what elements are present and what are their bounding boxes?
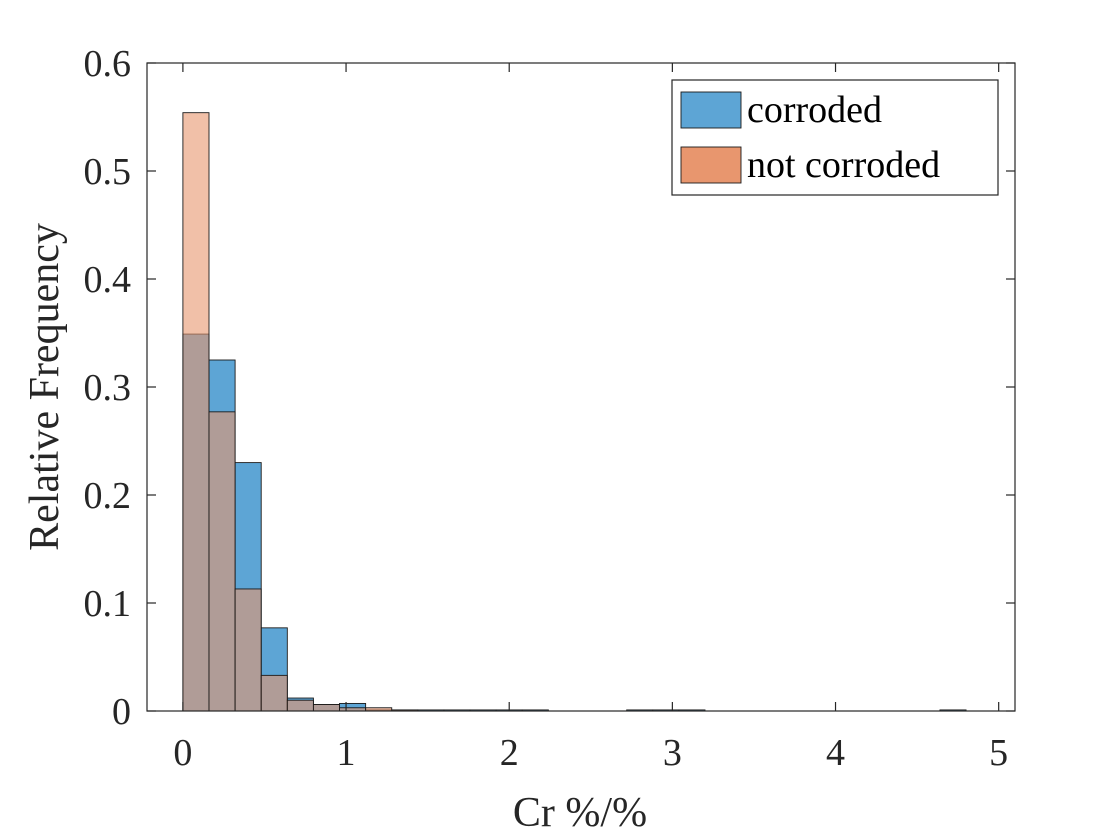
y-axis-label: Relative Frequency xyxy=(22,223,68,551)
axes-group xyxy=(146,62,1016,712)
y-tick-label: 0.6 xyxy=(84,43,132,85)
bars-group xyxy=(182,112,967,712)
x-tick-label: 4 xyxy=(826,732,845,774)
legend-label: not corroded xyxy=(747,144,940,186)
histogram-bar xyxy=(234,588,262,712)
histogram-bar xyxy=(208,411,236,712)
y-tick-label: 0 xyxy=(112,691,131,733)
y-tick-label: 0.3 xyxy=(84,367,132,409)
x-tick-label: 2 xyxy=(500,732,519,774)
tick-labels-group: 0 1 2 3 4 5 0 0.1 0.2 0.3 0.4 0.5 0.6 xyxy=(84,43,1009,774)
y-tick-label: 0.1 xyxy=(84,583,132,625)
x-tick-label: 5 xyxy=(989,732,1008,774)
y-tick-label: 0.4 xyxy=(84,259,132,301)
legend-label: corroded xyxy=(747,89,882,131)
x-tick-label: 3 xyxy=(663,732,682,774)
histogram-bar xyxy=(260,674,288,712)
histogram-bar xyxy=(182,112,210,712)
x-tick-label: 0 xyxy=(173,732,192,774)
legend-swatch xyxy=(680,146,742,184)
x-axis-label: Cr %/% xyxy=(513,790,647,836)
legend-swatch xyxy=(680,91,742,129)
y-tick-label: 0.5 xyxy=(84,151,132,193)
histogram-bar xyxy=(286,699,314,712)
x-tick-label: 1 xyxy=(337,732,356,774)
legend: corroded not corroded xyxy=(671,79,999,196)
y-tick-label: 0.2 xyxy=(84,475,132,517)
histogram-bar xyxy=(312,704,340,712)
